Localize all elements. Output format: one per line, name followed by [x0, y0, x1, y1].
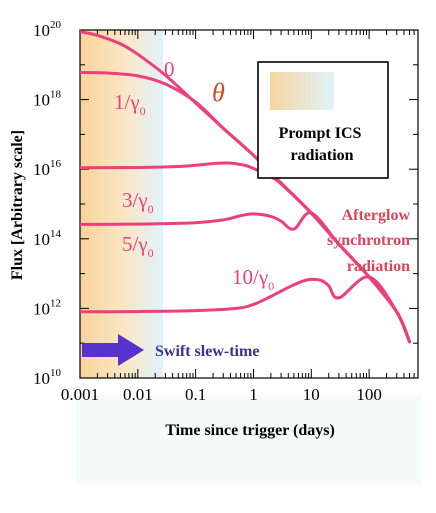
theta-label: θ [212, 78, 225, 107]
y-tick-exponent: 12 [50, 297, 61, 309]
y-tick-label: 1018 [33, 89, 62, 110]
x-tick-label: 0.001 [61, 385, 99, 404]
y-axis-title: Flux [Arbitrary scale] [9, 130, 26, 280]
bg-tint [76, 395, 421, 485]
label-5-gamma: 5/γ [122, 232, 148, 256]
label-10-gamma-sub: 0 [268, 279, 274, 293]
label-1-gamma-sub: 0 [140, 104, 146, 118]
y-tick-base: 10 [33, 369, 50, 388]
y-tick-base: 10 [33, 160, 50, 179]
y-tick-label: 1016 [33, 158, 62, 179]
y-tick-exponent: 16 [50, 158, 62, 170]
flux-curve-3 [80, 211, 412, 344]
slew-arrow [82, 334, 144, 366]
legend-title-line-2: radiation [290, 147, 353, 164]
x-tick-label: 1 [249, 385, 258, 404]
y-tick-label: 1014 [33, 228, 62, 249]
afterglow-line-2: synchrotron [327, 232, 410, 249]
legend-title: Prompt ICS radiation [279, 125, 366, 164]
afterglow-line-3: radiation [347, 258, 410, 275]
legend-title-line-1: Prompt ICS [279, 125, 362, 142]
label-10-gamma: 10/γ [232, 265, 268, 289]
y-tick-base: 10 [33, 299, 50, 318]
curve-label-1-gamma0: 1/γ0 [114, 90, 146, 118]
label-3-gamma-sub: 0 [148, 202, 154, 216]
y-tick-base: 10 [33, 21, 50, 40]
prompt-band [80, 30, 163, 378]
y-tick-base: 10 [33, 91, 50, 110]
curve-label-3-gamma0: 3/γ0 [122, 188, 154, 216]
curve-label-10-gamma0: 10/γ0 [232, 265, 274, 293]
y-tick-label: 1012 [33, 297, 61, 318]
label-1-gamma: 1/γ [114, 90, 140, 114]
label-3-gamma: 3/γ [122, 188, 148, 212]
label-5-gamma-sub: 0 [148, 246, 154, 260]
x-tick-label: 0.01 [123, 385, 153, 404]
x-axis-title: Time since trigger (days) [165, 422, 335, 439]
afterglow-line-1: Afterglow [342, 207, 411, 224]
curve-label-0: 0 [164, 57, 175, 81]
y-tick-label: 1020 [33, 19, 62, 40]
y-tick-exponent: 20 [50, 19, 62, 31]
x-tick-label: 10 [303, 385, 320, 404]
legend-swatch [270, 72, 334, 110]
y-tick-label: 1010 [33, 367, 62, 388]
flux-curve-4 [80, 275, 412, 344]
y-tick-exponent: 10 [50, 367, 62, 379]
x-tick-label: 100 [356, 385, 382, 404]
y-tick-base: 10 [33, 230, 50, 249]
curve-label-5-gamma0: 5/γ0 [122, 232, 154, 260]
y-tick-exponent: 18 [50, 89, 62, 101]
x-tick-label: 0.1 [185, 385, 206, 404]
slew-label: Swift slew-time [155, 343, 259, 360]
y-tick-exponent: 14 [50, 228, 62, 240]
